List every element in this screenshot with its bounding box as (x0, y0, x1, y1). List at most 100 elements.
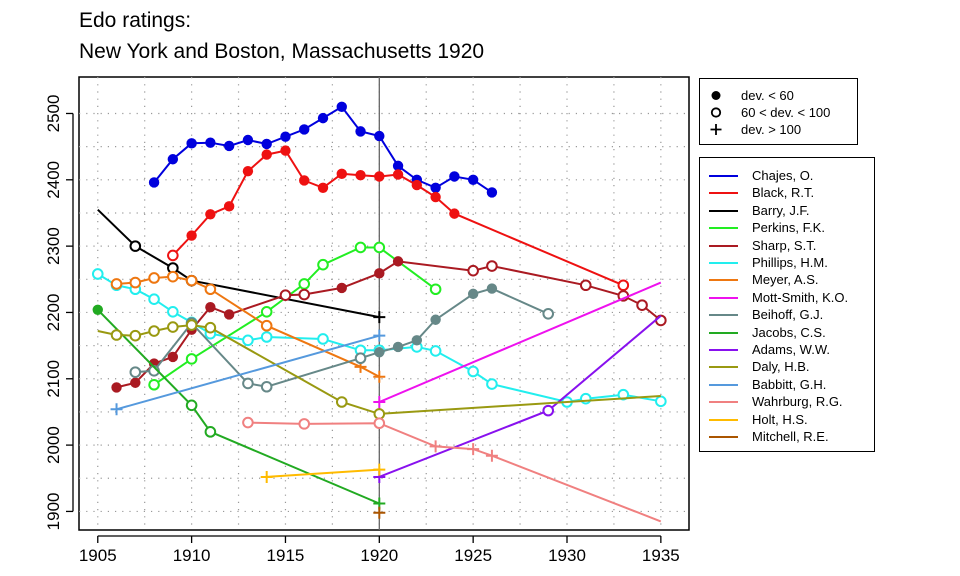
data-point-open (354, 352, 367, 365)
data-point-filled (223, 309, 235, 320)
series (373, 315, 662, 483)
data-point-plus (373, 506, 386, 519)
data-point-filled (205, 137, 216, 148)
series-legend-swatch (709, 262, 738, 264)
series (97, 319, 661, 420)
series-legend-entry: Mitchell, R.E. (700, 428, 874, 445)
series-legend: Chajes, O. Black, R.T. Barry, J.F. Perkins,… (699, 157, 875, 452)
data-point-open (148, 272, 160, 284)
series (110, 329, 386, 416)
plus-marker-icon (710, 124, 722, 135)
data-point-open (579, 392, 592, 405)
data-point-open (467, 264, 479, 277)
y-tick-label: 2000 (44, 426, 63, 464)
data-point-open (317, 333, 329, 345)
data-point-plus (260, 470, 273, 483)
data-point-open (542, 307, 555, 320)
data-point-plus (429, 440, 442, 453)
series-legend-entry: Sharp, S.T. (700, 237, 874, 254)
data-point-filled (374, 347, 385, 358)
x-tick-label: 1935 (642, 546, 680, 565)
data-point-open (129, 240, 142, 252)
series-legend-swatch (709, 349, 738, 351)
data-point-filled (242, 134, 254, 146)
data-point-open (486, 378, 498, 390)
data-point-open (185, 399, 198, 412)
series (148, 101, 498, 198)
y-tick-label: 2100 (44, 360, 63, 398)
data-point-open (655, 395, 667, 408)
data-point-filled (186, 230, 197, 241)
data-point-plus (373, 311, 386, 324)
data-point-filled (467, 288, 479, 300)
data-point-plus (467, 443, 480, 456)
data-point-plus (373, 395, 386, 408)
series-legend-swatch (709, 331, 738, 334)
data-point-open (148, 293, 160, 305)
series-legend-entry: Wahrburg, R.G. (700, 393, 874, 410)
series-line (97, 309, 380, 505)
series-legend-label: Mitchell, R.E. (752, 429, 829, 444)
data-point-open (148, 378, 160, 391)
y-tick-label: 1900 (44, 493, 63, 531)
x-tick-label: 1905 (79, 546, 117, 565)
series-legend-label: Chajes, O. (752, 168, 814, 183)
data-point-open (260, 331, 273, 343)
series-legend-swatch (709, 227, 738, 230)
series-legend-swatch (709, 279, 738, 282)
series-line (153, 246, 437, 386)
data-point-filled (205, 301, 216, 313)
x-axis: 1905 1910 1915 1920 1925 1930 1935 (79, 535, 680, 565)
data-point-filled (223, 140, 235, 152)
data-point-filled (392, 341, 404, 353)
data-point-filled (92, 304, 103, 316)
data-point-filled (317, 182, 329, 193)
open-circle-marker-icon (710, 107, 722, 118)
series-legend-entry: Jacobs, C.S. (700, 324, 874, 341)
series (260, 463, 386, 483)
data-point-filled (242, 165, 254, 177)
data-point-open (317, 258, 329, 271)
data-point-filled (392, 169, 404, 180)
data-point-open (242, 377, 254, 390)
series-legend-label: Babbitt, G.H. (752, 376, 827, 392)
series (92, 304, 386, 510)
data-point-filled (430, 314, 441, 325)
data-point-open (242, 334, 254, 347)
series-legend-swatch (709, 175, 738, 177)
data-point-filled (411, 335, 423, 346)
series (129, 283, 555, 393)
data-point-filled (111, 382, 122, 393)
series-legend-swatch (709, 314, 738, 317)
x-tick-label: 1915 (267, 546, 305, 565)
y-tick-label: 2300 (44, 227, 63, 265)
data-point-open (204, 426, 217, 438)
data-point-filled (186, 138, 197, 149)
series-legend-label: Adams, W.W. (752, 342, 831, 357)
x-tick-label: 1920 (360, 546, 398, 565)
data-point-open (185, 319, 198, 331)
data-point-open (129, 276, 142, 289)
series (97, 208, 386, 324)
data-point-filled (336, 101, 347, 113)
series-legend-entry: Black, R.T. (700, 184, 874, 201)
marker-legend-label: 60 < dev. < 100 (741, 105, 831, 120)
data-point-open (260, 380, 273, 393)
series-legend-swatch (709, 296, 738, 299)
series-layer (91, 101, 667, 523)
data-point-filled (336, 282, 347, 294)
data-point-filled (430, 182, 441, 193)
data-point-open (260, 305, 273, 318)
y-tick-label: 2500 (44, 95, 63, 133)
data-point-open (279, 289, 292, 302)
marker-legend-row: dev. < 60 (700, 87, 857, 104)
data-point-open (167, 305, 179, 318)
data-point-open (167, 270, 179, 283)
data-point-open (298, 278, 311, 290)
data-point-filled (261, 149, 272, 160)
series-legend-label: Barry, J.F. (752, 202, 810, 218)
series-legend-swatch (709, 366, 738, 369)
data-point-filled (148, 177, 160, 188)
data-point-filled (430, 191, 441, 203)
